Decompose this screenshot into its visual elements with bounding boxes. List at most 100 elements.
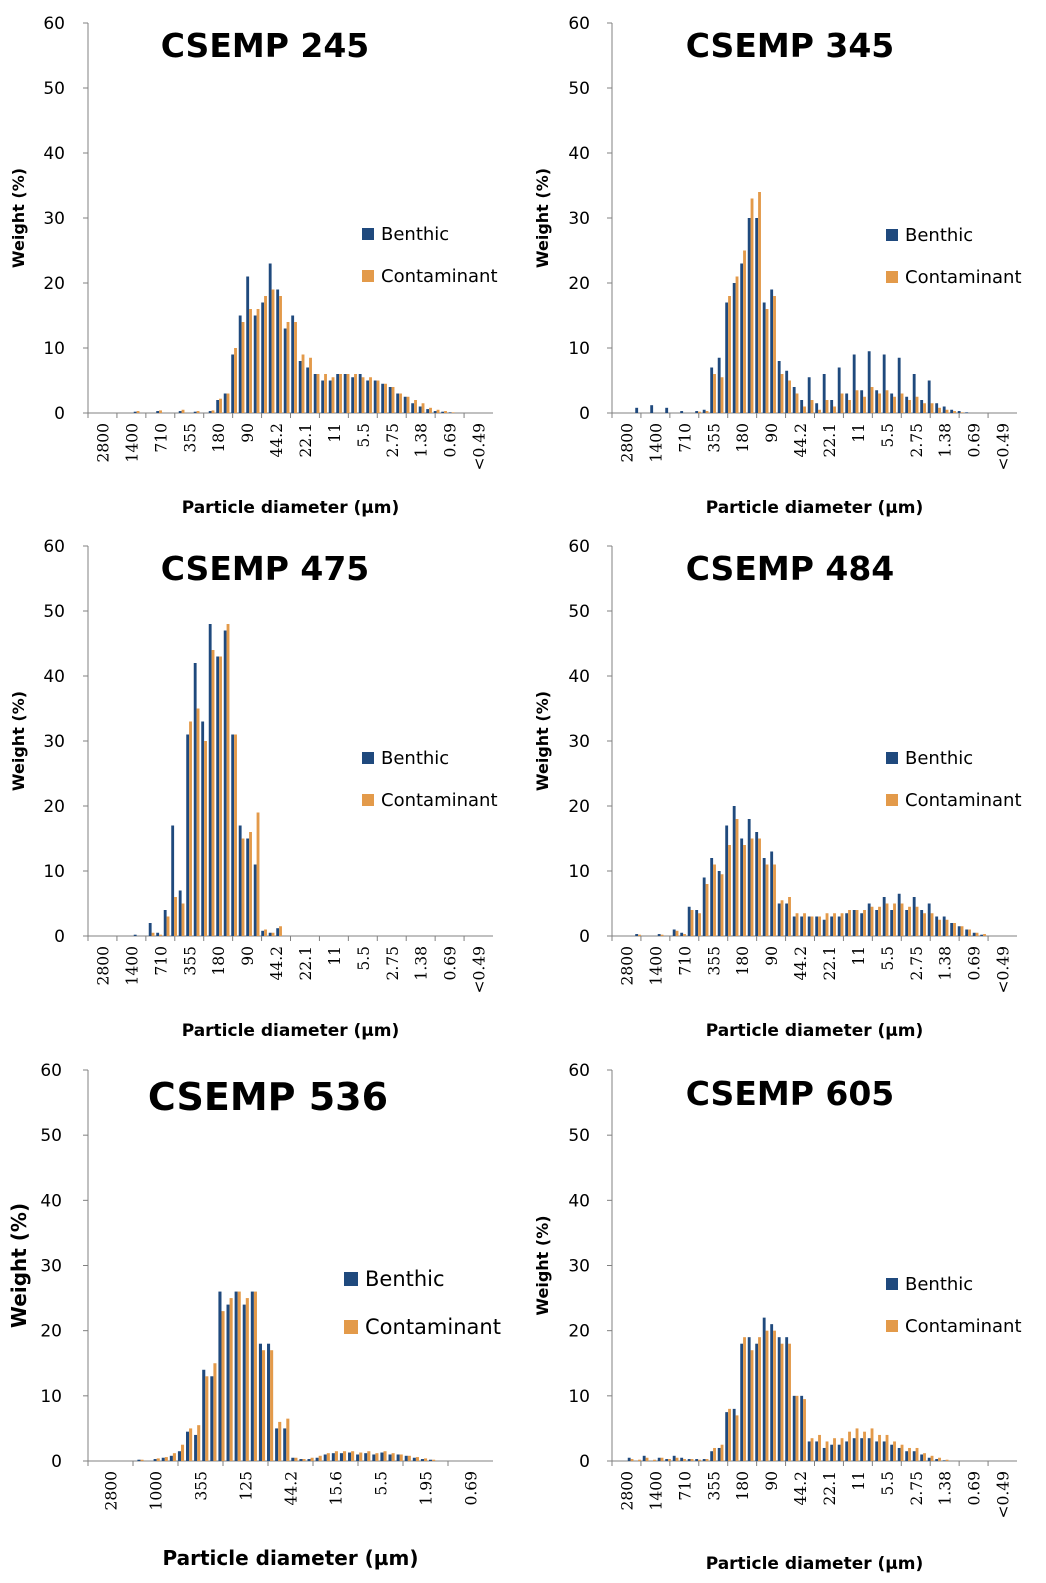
bar-benthic: [770, 851, 774, 936]
bar-contaminant: [367, 1451, 371, 1461]
bar-benthic: [957, 411, 961, 413]
bar-benthic: [905, 1451, 909, 1461]
bar-contaminant: [855, 1428, 859, 1461]
x-tick-label: 15.6: [328, 1471, 346, 1506]
bar-contaminant: [885, 903, 889, 936]
x-tick-label: 355: [705, 1471, 723, 1501]
bar-benthic: [717, 357, 721, 413]
y-tick-label: 10: [568, 1387, 590, 1407]
bar-benthic: [657, 1457, 661, 1461]
bar-contaminant: [833, 1438, 836, 1461]
bar-contaminant: [818, 916, 821, 936]
bar-benthic: [725, 825, 729, 936]
bar-benthic: [348, 1452, 352, 1461]
x-tick-label: 2.75: [908, 946, 926, 981]
bar-contaminant: [788, 1343, 791, 1461]
x-tick-label: 710: [152, 946, 170, 976]
bar-contaminant: [271, 932, 275, 936]
legend-swatch-contaminant: [886, 794, 898, 806]
x-tick-label: 2800: [618, 1471, 636, 1510]
bar-benthic: [942, 1460, 946, 1461]
bar-contaminant: [164, 1457, 168, 1461]
bar-contaminant: [810, 400, 814, 413]
bar-contaminant: [773, 1330, 776, 1461]
bar-benthic: [725, 1412, 729, 1461]
y-axis-title: Weight (%): [9, 168, 28, 268]
x-tick-label: 1.38: [937, 946, 955, 981]
y-tick-label: 50: [43, 602, 65, 622]
bar-benthic: [890, 910, 894, 936]
bar-contaminant: [825, 1441, 829, 1461]
bar-contaminant: [750, 1350, 754, 1461]
bar-contaminant: [878, 1434, 881, 1461]
x-tick-label: 5.5: [879, 1471, 897, 1496]
bar-contaminant: [773, 864, 776, 936]
y-tick-label: 20: [568, 797, 590, 817]
bar-contaminant: [908, 1447, 911, 1461]
bar-benthic: [657, 934, 661, 936]
bar-benthic: [223, 630, 227, 936]
bar-contaminant: [234, 734, 237, 936]
legend-label-benthic: Benthic: [381, 224, 449, 245]
bar-benthic: [627, 1457, 631, 1461]
bar-contaminant: [728, 296, 731, 413]
bar-contaminant: [151, 932, 155, 936]
bar-contaminant: [780, 1343, 784, 1461]
bar-contaminant: [638, 1459, 641, 1461]
bar-contaminant: [196, 708, 200, 936]
x-tick-label: 355: [193, 1471, 211, 1501]
bar-contaminant: [885, 1434, 889, 1461]
bar-benthic: [420, 1459, 424, 1461]
x-tick-label: 1.38: [413, 423, 431, 458]
bar-contaminant: [286, 322, 290, 413]
y-tick-label: 60: [40, 1061, 62, 1081]
bar-contaminant: [915, 906, 919, 936]
bar-contaminant: [983, 934, 986, 936]
y-tick-label: 0: [579, 404, 590, 424]
bar-benthic: [328, 380, 332, 413]
bar-contaminant: [953, 923, 956, 936]
bar-benthic: [635, 934, 639, 936]
bar-contaminant: [915, 396, 919, 413]
bar-contaminant: [915, 1447, 919, 1461]
bar-contaminant: [159, 934, 162, 936]
bar-contaminant: [855, 910, 859, 936]
bar-benthic: [231, 734, 235, 936]
bar-benthic: [216, 400, 220, 413]
bar-contaminant: [638, 934, 641, 936]
x-tick-label: 1400: [647, 423, 665, 462]
bar-contaminant: [848, 400, 851, 413]
x-tick-label: 2.75: [908, 1471, 926, 1506]
bar-contaminant: [354, 374, 357, 413]
bar-contaminant: [294, 1457, 298, 1461]
legend: Benthic Contaminant: [362, 224, 498, 287]
bar-contaminant: [758, 838, 761, 936]
bar-benthic: [238, 825, 242, 936]
legend-label-contaminant: Contaminant: [365, 1315, 501, 1339]
x-tick-label: 2800: [618, 423, 636, 462]
bar-contaminant: [140, 1459, 144, 1461]
x-tick-label: 1400: [647, 1471, 665, 1510]
bar-benthic: [747, 819, 751, 936]
x-tick-label: 180: [210, 946, 228, 976]
bar-benthic: [770, 1324, 774, 1461]
bar-benthic: [867, 903, 871, 936]
x-axis-title: Particle diameter (µm): [706, 1554, 924, 1574]
bar-benthic: [218, 1291, 222, 1461]
bar-contaminant: [294, 322, 297, 413]
bar-benthic: [418, 406, 422, 413]
y-axis-title: Weight (%): [533, 1215, 552, 1315]
bar-benthic: [429, 1459, 433, 1461]
bar-benthic: [740, 263, 744, 413]
bar-benthic: [372, 1454, 376, 1461]
bar-benthic: [792, 916, 796, 936]
y-tick-label: 10: [568, 339, 590, 359]
bar-contaminant: [675, 930, 679, 936]
bar-contaminant: [675, 1457, 679, 1461]
bar-contaminant: [339, 374, 342, 413]
bar-contaminant: [795, 393, 799, 413]
bar-contaminant: [960, 412, 964, 413]
bar-contaminant: [423, 1458, 428, 1461]
bar-benthic: [852, 910, 856, 936]
bar-contaminant: [256, 309, 260, 413]
